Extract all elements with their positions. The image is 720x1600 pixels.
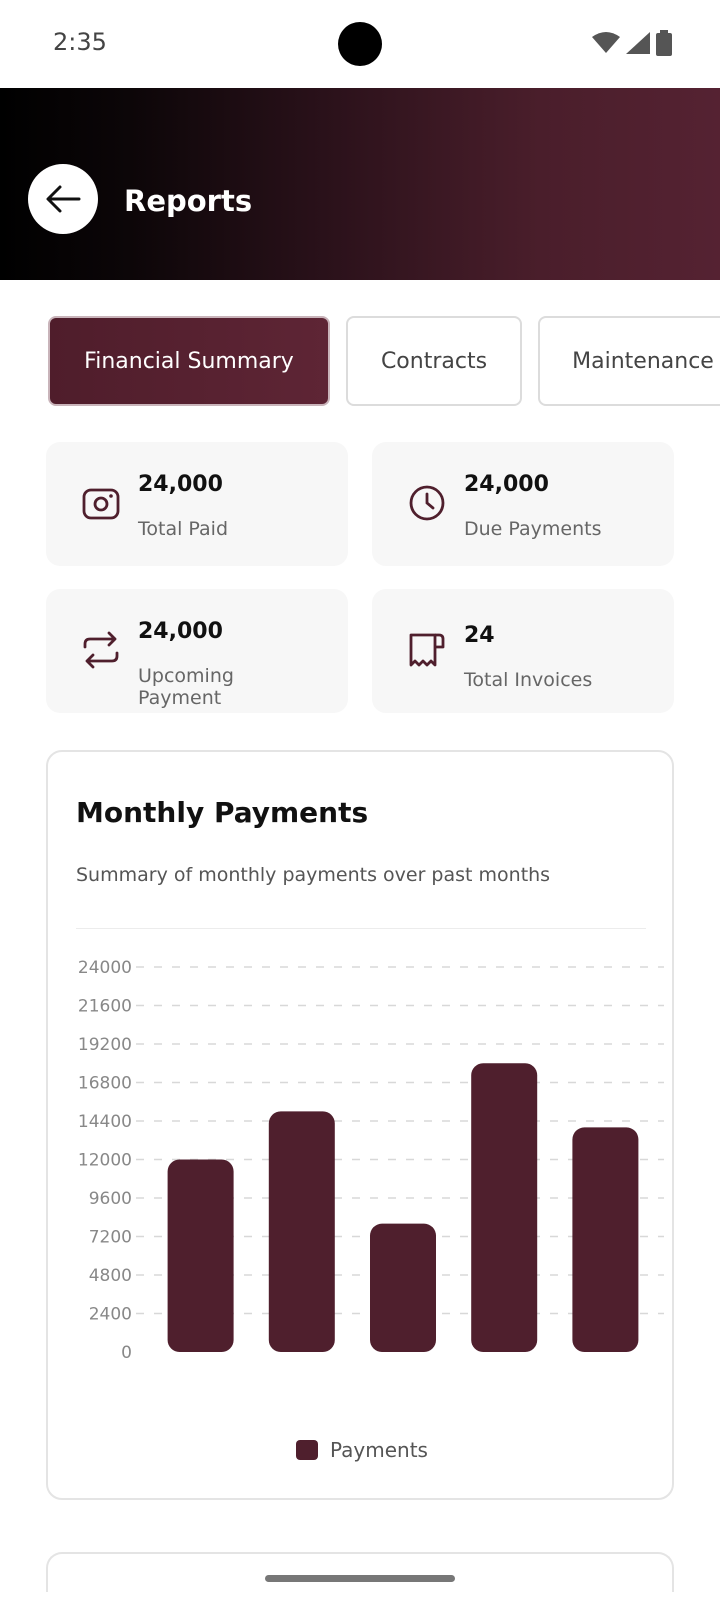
status-icons <box>592 30 672 56</box>
stat-label: Upcoming Payment <box>138 665 234 709</box>
y-tick-label: 16800 <box>78 1074 132 1094</box>
y-tick-label: 9600 <box>89 1189 132 1209</box>
y-tick-label: 24000 <box>78 958 132 978</box>
stat-value: 24,000 <box>464 472 549 497</box>
stat-value: 24,000 <box>138 619 223 644</box>
stat-label: Total Invoices <box>464 669 593 691</box>
stat-card-total-paid: 24,000 Total Paid <box>46 442 348 566</box>
y-tick-label: 4800 <box>89 1266 132 1286</box>
battery-icon <box>656 30 672 56</box>
bar-march[interactable] <box>370 1223 436 1352</box>
signal-icon <box>626 32 650 54</box>
y-tick-label: 2400 <box>89 1305 132 1325</box>
stat-card-due-payments: 24,000 Due Payments <box>372 442 674 566</box>
status-bar: 2:35 <box>0 0 720 88</box>
bar-may[interactable] <box>572 1127 639 1352</box>
y-tick-label: 0 <box>121 1343 132 1363</box>
legend-label: Payments <box>330 1438 428 1462</box>
arrow-left-icon <box>46 185 81 213</box>
tab-contracts[interactable]: Contracts <box>346 316 522 406</box>
chart-legend: Payments <box>48 1438 676 1462</box>
status-time: 2:35 <box>53 28 107 56</box>
stat-value: 24 <box>464 623 495 648</box>
home-indicator[interactable] <box>265 1575 455 1582</box>
bar-february[interactable] <box>268 1111 335 1352</box>
monthly-payments-card: Monthly Payments Summary of monthly paym… <box>46 750 674 1500</box>
report-tabs: Financial Summary Contracts Maintenance <box>48 316 720 408</box>
y-tick-label: 21600 <box>78 997 132 1017</box>
page-title: Reports <box>124 184 253 218</box>
chart-title: Monthly Payments <box>76 796 369 829</box>
chart-divider <box>76 928 646 929</box>
stat-card-total-invoices: 24 Total Invoices <box>372 589 674 713</box>
camera-icon <box>82 488 120 520</box>
receipt-icon <box>409 633 445 667</box>
wifi-icon <box>592 32 620 53</box>
clock-icon <box>409 485 445 521</box>
tab-financial-summary[interactable]: Financial Summary <box>48 316 330 406</box>
legend-swatch <box>296 1440 318 1460</box>
next-card-edge <box>46 1552 674 1592</box>
bar-april[interactable] <box>471 1063 538 1352</box>
monthly-payments-chart: 0 2400 4800 7200 9600 12000 14400 16800 19200 216… <box>78 958 664 1363</box>
chart-subtitle: Summary of monthly payments over past mo… <box>76 864 551 886</box>
bar-january[interactable] <box>167 1159 234 1353</box>
camera-cutout <box>338 22 382 66</box>
stat-value: 24,000 <box>138 472 223 497</box>
y-tick-label: 12000 <box>78 1151 132 1171</box>
stat-card-upcoming-payment: 24,000 Upcoming Payment <box>46 589 348 713</box>
stat-label: Total Paid <box>138 518 228 540</box>
back-button[interactable] <box>28 164 98 234</box>
y-tick-label: 19200 <box>78 1035 132 1055</box>
y-tick-label: 7200 <box>89 1228 132 1248</box>
repeat-icon <box>83 631 119 669</box>
stat-label: Due Payments <box>464 518 602 540</box>
y-tick-label: 14400 <box>78 1112 132 1132</box>
tab-maintenance[interactable]: Maintenance <box>538 316 720 406</box>
app-header: Reports <box>0 88 720 280</box>
